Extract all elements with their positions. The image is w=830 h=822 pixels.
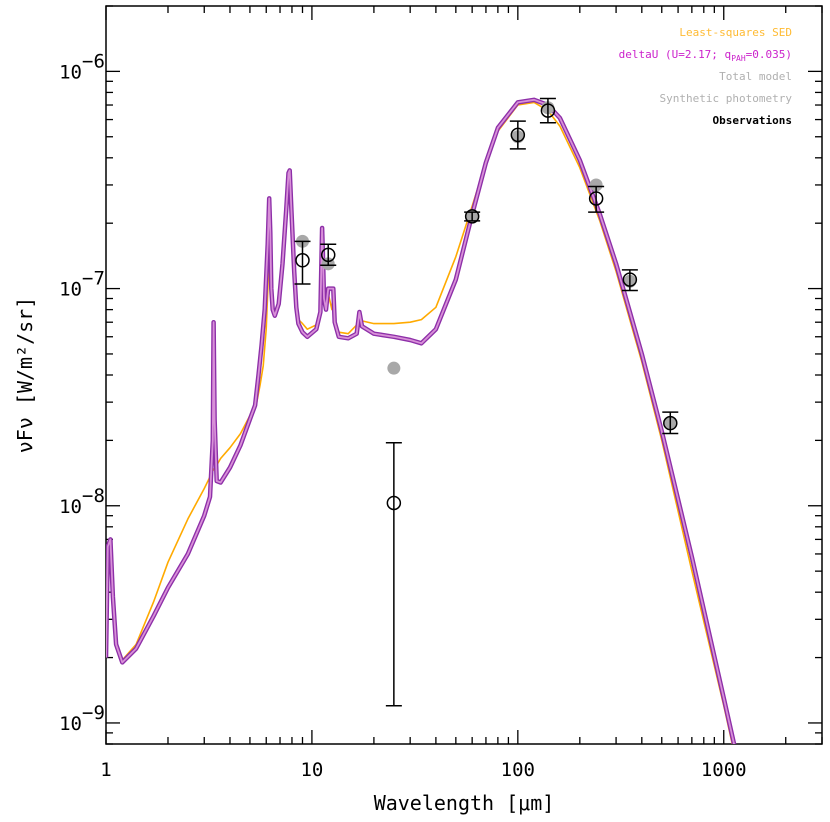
- legend-entry-lsq: Least-squares SED: [679, 26, 792, 39]
- observation-point: [510, 127, 526, 143]
- x-tick-label: 1000: [701, 759, 747, 781]
- observation-point: [540, 103, 556, 118]
- legend-entry-total: Total model: [719, 70, 792, 83]
- observation-point: [295, 253, 310, 268]
- observation-point: [320, 247, 336, 263]
- x-axis-title: Wavelength [μm]: [374, 791, 555, 815]
- legend-entry-synth: Synthetic photometry: [660, 92, 793, 105]
- y-tick-label-mantissa: 10: [59, 713, 82, 735]
- observation-point: [588, 191, 604, 206]
- observation-point: [464, 209, 480, 224]
- x-tick-labels: 1 10 100 1000: [100, 759, 746, 781]
- x-tick-label: 100: [501, 759, 535, 781]
- y-tick-labels: 10−910−810−710−6: [59, 50, 105, 735]
- legend-entry-obs: Observations: [713, 114, 792, 127]
- deltau-model-line: [106, 98, 735, 744]
- y-tick-label-exponent: −9: [82, 702, 105, 724]
- axis-ticks: [105, 5, 823, 745]
- y-tick-label-mantissa: 10: [59, 279, 82, 301]
- y-tick-label-mantissa: 10: [59, 61, 82, 83]
- y-axis-title: νFν [W/m²/sr]: [13, 297, 37, 454]
- y-tick-label-mantissa: 10: [59, 496, 82, 518]
- legend: Least-squares SED deltaU (U=2.17; qPAH=0.…: [619, 26, 793, 127]
- synthetic-photometry-point: [589, 178, 603, 192]
- observation-point: [663, 415, 678, 431]
- y-tick-label-exponent: −8: [82, 485, 105, 507]
- y-tick-label-exponent: −6: [82, 50, 105, 72]
- deltau-model-line-outline: [106, 97, 737, 744]
- photometry-markers: [294, 97, 679, 707]
- y-tick-label-exponent: −7: [82, 268, 105, 290]
- model-curves: [106, 97, 737, 744]
- x-tick-label: 1: [100, 759, 111, 781]
- observation-point: [622, 272, 638, 287]
- observation-point: [386, 495, 402, 511]
- x-tick-label: 10: [300, 759, 323, 781]
- synthetic-photometry-point: [387, 361, 401, 375]
- least-squares-sed-line: [106, 101, 734, 744]
- legend-entry-deltaU: deltaU (U=2.17; qPAH=0.035): [619, 48, 792, 63]
